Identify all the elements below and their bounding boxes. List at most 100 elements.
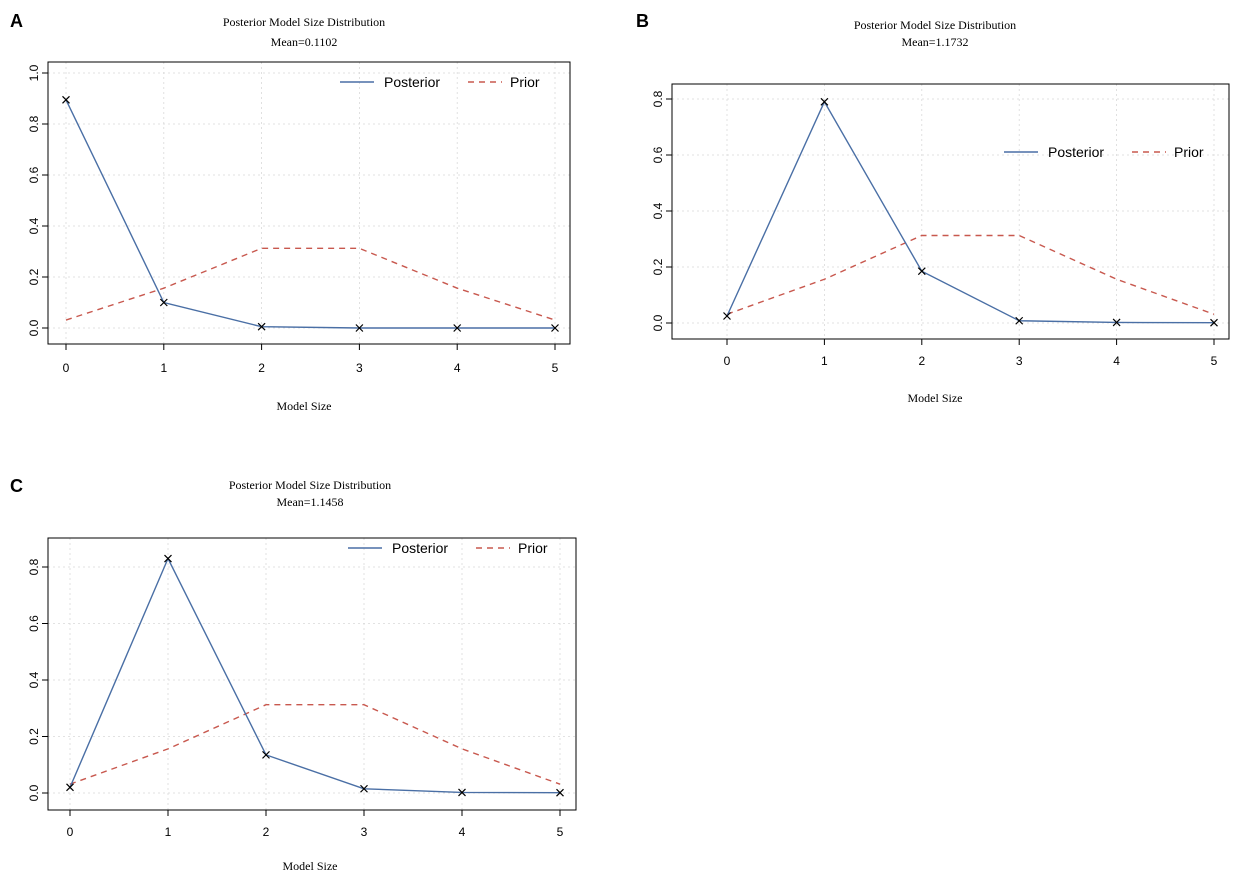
x-tick-label: 0 (67, 825, 74, 839)
y-tick-label: 0.8 (27, 115, 41, 132)
chart-title: Posterior Model Size Distribution (854, 18, 1016, 32)
marker-stroke (458, 788, 466, 797)
marker-stroke (262, 750, 270, 759)
posterior-point-marker (556, 788, 564, 797)
x-tick-label: 3 (356, 361, 363, 375)
legend: Posterior Prior (348, 540, 548, 556)
x-tick-label: 5 (1211, 354, 1218, 368)
y-tick-label: 0.0 (27, 319, 41, 336)
legend-posterior-label: Posterior (384, 74, 440, 90)
x-axis-label: Model Size (908, 391, 963, 405)
y-tick-label: 0.8 (27, 558, 41, 575)
x-tick-label: 4 (1113, 354, 1120, 368)
marker-stroke (1210, 318, 1218, 327)
marker-stroke (1015, 316, 1024, 325)
y-tick-label: 0.0 (651, 314, 665, 331)
x-tick-label: 5 (552, 361, 559, 375)
chart-subtitle: Mean=1.1732 (901, 35, 968, 49)
posterior-point-marker (1210, 318, 1218, 327)
y-tick-label: 0.6 (651, 146, 665, 163)
posterior-series-line (726, 100, 1215, 324)
chart-title: Posterior Model Size Distribution (229, 478, 391, 492)
x-tick-label: 4 (454, 361, 461, 375)
posterior-point-marker (159, 298, 168, 307)
y-tick-label: 0.2 (27, 728, 41, 745)
marker-stroke (62, 95, 70, 104)
posterior-point-marker (723, 312, 731, 320)
posterior-point-marker (453, 324, 462, 332)
panel-c: C Posterior Model Size Distribution Mean=1… (10, 476, 577, 873)
marker-stroke (164, 554, 172, 563)
posterior-point-marker (820, 97, 829, 106)
marker-stroke (66, 783, 74, 792)
x-tick-label: 4 (459, 825, 466, 839)
posterior-point-marker (1015, 316, 1024, 325)
panel-letter: C (10, 476, 23, 496)
x-tick-label: 5 (557, 825, 564, 839)
prior-series-line (69, 704, 561, 785)
panel-letter: B (636, 11, 649, 31)
marker-stroke (453, 324, 462, 332)
x-tick-label: 3 (361, 825, 368, 839)
posterior-point-marker (262, 750, 270, 759)
marker-stroke (917, 267, 926, 276)
y-tick-label: 0.2 (651, 258, 665, 275)
posterior-point-marker (458, 788, 466, 797)
marker-stroke (556, 788, 564, 797)
posterior-point-marker (355, 324, 364, 332)
legend-prior-label: Prior (510, 74, 540, 90)
plot-frame (47, 537, 577, 811)
chart-subtitle: Mean=1.1458 (276, 495, 343, 509)
plot-frame (671, 83, 1230, 340)
posterior-point-marker (164, 554, 172, 563)
posterior-point-marker (62, 95, 70, 104)
posterior-point-marker (917, 267, 926, 276)
legend: Posterior Prior (340, 74, 540, 90)
marker-stroke (551, 324, 559, 332)
marker-stroke (257, 322, 266, 331)
marker-stroke (1112, 318, 1121, 327)
panel-b: B Posterior Model Size Distribution Mean=1… (636, 11, 1230, 405)
posterior-point-marker (1112, 318, 1121, 327)
chart-subtitle: Mean=0.1102 (271, 35, 338, 49)
prior-series-line (65, 247, 556, 321)
x-tick-label: 0 (724, 354, 731, 368)
y-tick-label: 0.4 (651, 202, 665, 219)
x-tick-label: 2 (258, 361, 265, 375)
x-tick-label: 0 (63, 361, 70, 375)
y-tick-label: 0.6 (27, 615, 41, 632)
x-tick-label: 2 (263, 825, 270, 839)
chart-title: Posterior Model Size Distribution (223, 15, 385, 29)
panel-a: A Posterior Model Size Distribution Mean=0… (10, 11, 571, 413)
prior-series-line (726, 234, 1215, 315)
legend-prior-label: Prior (1174, 144, 1204, 160)
plot-frame (47, 61, 571, 345)
y-tick-label: 0.8 (651, 90, 665, 107)
y-tick-label: 0.4 (27, 217, 41, 234)
legend: Posterior Prior (1004, 144, 1204, 160)
x-axis-label: Model Size (277, 399, 332, 413)
posterior-point-marker (360, 784, 368, 793)
marker-stroke (159, 298, 168, 307)
panel-letter: A (10, 11, 23, 31)
legend-posterior-label: Posterior (392, 540, 448, 556)
x-axis-label: Model Size (283, 859, 338, 873)
legend-posterior-label: Posterior (1048, 144, 1104, 160)
posterior-series-line (65, 99, 555, 329)
x-tick-label: 1 (165, 825, 172, 839)
y-tick-label: 0.6 (27, 166, 41, 183)
x-tick-label: 3 (1016, 354, 1023, 368)
marker-stroke (360, 784, 368, 793)
posterior-point-marker (66, 783, 74, 792)
legend-prior-label: Prior (518, 540, 548, 556)
x-tick-label: 1 (160, 361, 167, 375)
posterior-series-line (69, 556, 561, 794)
posterior-point-marker (257, 322, 266, 331)
y-tick-label: 1.0 (27, 64, 41, 81)
y-tick-label: 0.4 (27, 671, 41, 688)
marker-stroke (723, 312, 731, 320)
marker-stroke (820, 97, 829, 106)
y-tick-label: 0.2 (27, 268, 41, 285)
posterior-point-marker (551, 324, 559, 332)
